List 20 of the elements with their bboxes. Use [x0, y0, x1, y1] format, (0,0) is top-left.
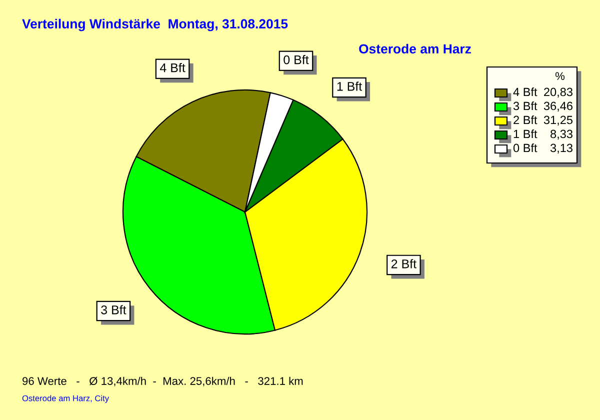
slice-label: 4 Bft: [160, 63, 186, 72]
legend-label: 3 Bft: [513, 102, 538, 110]
legend-label: 2 Bft: [514, 116, 538, 124]
slice-label: 1 Bft: [337, 82, 362, 91]
slice-label: 2 Bft: [391, 259, 416, 268]
text: 96 Werte - Ø 13,4km/h - Max. 25,6km/h - 321.1 km: [22, 376, 303, 386]
data-label: 8,33: [550, 130, 572, 140]
data-label: 31,25: [544, 116, 573, 126]
legend-label: 4 Bft: [513, 88, 538, 96]
data-label: 36,46: [544, 102, 572, 112]
chart-title: Verteilung Windstärke Montag, 31.08.2015: [22, 18, 288, 32]
legend-label: 1 Bft: [514, 130, 538, 138]
slice-label: 3 Bft: [101, 305, 126, 314]
data-label: 20,83: [544, 88, 572, 98]
data-label: 3,13: [550, 144, 572, 154]
legend-label: 0 Bft: [513, 144, 538, 152]
slice-label: 0 Bft: [284, 55, 309, 64]
legend-title: %: [555, 72, 565, 80]
text: Osterode am Harz, City: [22, 395, 110, 403]
chart-subtitle: Osterode am Harz: [359, 44, 471, 54]
